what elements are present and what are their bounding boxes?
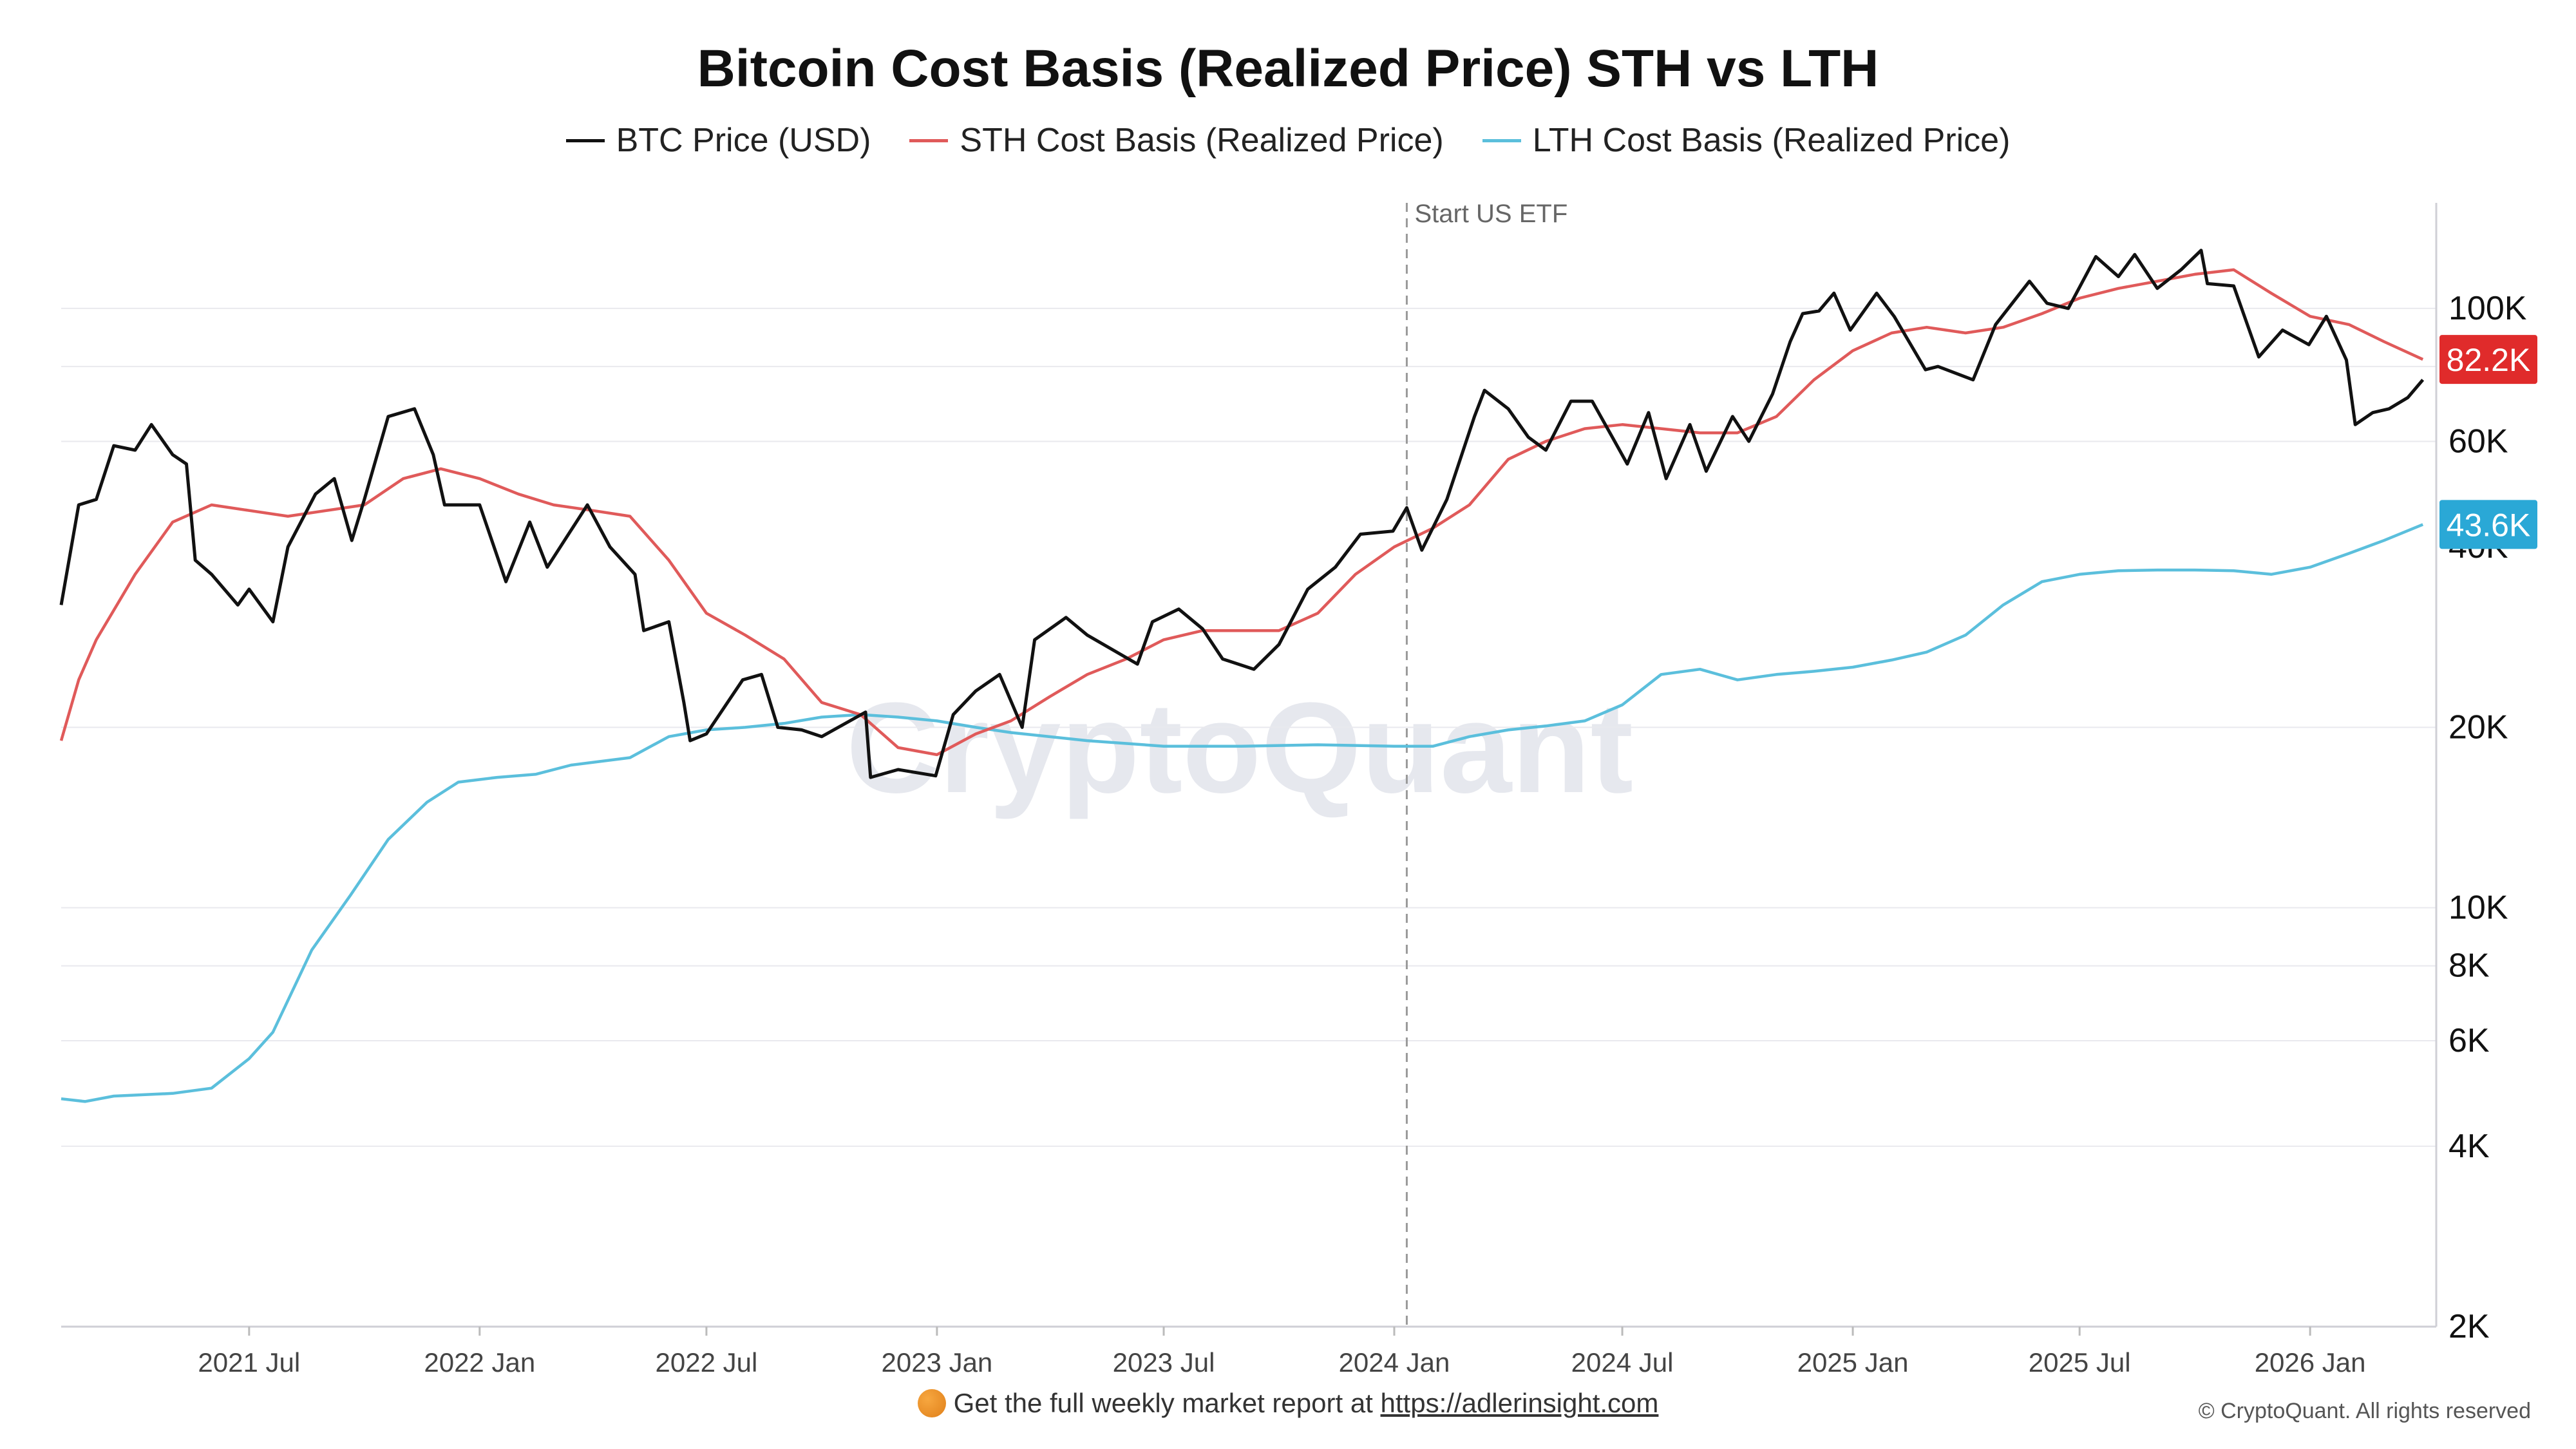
x-tick-label: 2022 Jul: [656, 1347, 758, 1378]
legend-label-btc-price: BTC Price (USD): [616, 122, 871, 159]
etf-annotation: Start US ETF: [1405, 200, 1567, 1327]
end-value-labels: 82.2K 43.6K: [2439, 335, 2537, 549]
y-tick-label: 20K: [2448, 708, 2508, 746]
footer-note-text: Get the full weekly market report at: [953, 1388, 1373, 1418]
legend-item-sth-cost-basis[interactable]: STH Cost Basis (Realized Price): [909, 121, 1444, 160]
etf-start-label: Start US ETF: [1414, 200, 1567, 228]
series-line-lth-cost-basis-realized-price: [61, 523, 2424, 1103]
axes: 2021 Jul 2022 Jan 2022 Jul 2023 Jan 2023 Jul…: [61, 203, 2527, 1378]
x-tick-label: 2025 Jul: [2029, 1347, 2131, 1378]
end-label-box-lth-cost-basis-realized-price: [2439, 500, 2537, 549]
gridlines: [61, 307, 2436, 1147]
footer-link[interactable]: https://adlerinsight.com: [1380, 1388, 1659, 1418]
series-line-sth-cost-basis-realized-price: [59, 268, 2424, 757]
copyright-notice: © CryptoQuant. All rights reserved: [2198, 1399, 2531, 1423]
y-tick-label: 100K: [2448, 290, 2527, 327]
watermark: CryptoQuant: [846, 676, 1633, 820]
y-tick-label: 8K: [2448, 947, 2490, 985]
x-tick-label: 2023 Jul: [1113, 1347, 1215, 1378]
x-tick-label: 2023 Jan: [881, 1347, 992, 1378]
bitcoin-coin-icon: [917, 1389, 946, 1417]
legend-swatch-lth-cost-basis: [1482, 138, 1521, 142]
legend: BTC Price (USD) STH Cost Basis (Realized…: [0, 121, 2576, 160]
legend-label-lth-cost-basis: LTH Cost Basis (Realized Price): [1532, 122, 2011, 159]
legend-swatch-sth-cost-basis: [909, 138, 949, 142]
series-line-btc-price-usd: [59, 249, 2425, 779]
end-label-sth-cost-basis-realized-price: 82.2K: [2447, 342, 2531, 378]
footer-note: Get the full weekly market report at htt…: [0, 1388, 2576, 1419]
y-tick-label: 4K: [2448, 1128, 2490, 1165]
end-label-lth-cost-basis-realized-price: 43.6K: [2447, 507, 2531, 543]
end-label-box-sth-cost-basis-realized-price: [2439, 335, 2537, 384]
y-tick-label: 10K: [2448, 889, 2508, 927]
x-tick-label: 2024 Jan: [1339, 1347, 1450, 1378]
x-tick-label: 2021 Jul: [198, 1347, 300, 1378]
y-tick-label: 2K: [2448, 1308, 2490, 1345]
legend-swatch-btc-price: [565, 138, 605, 142]
legend-item-btc-price[interactable]: BTC Price (USD): [565, 121, 871, 160]
x-tick-label: 2022 Jan: [424, 1347, 535, 1378]
y-tick-label: 60K: [2448, 422, 2508, 460]
legend-label-sth-cost-basis: STH Cost Basis (Realized Price): [960, 122, 1444, 159]
x-tick-label: 2024 Jul: [1571, 1347, 1674, 1378]
x-tick-label: 2026 Jan: [2255, 1347, 2366, 1378]
legend-item-lth-cost-basis[interactable]: LTH Cost Basis (Realized Price): [1482, 121, 2011, 160]
y-tick-label: 6K: [2448, 1022, 2490, 1059]
x-tick-label: 2025 Jan: [1797, 1347, 1909, 1378]
chart-title: Bitcoin Cost Basis (Realized Price) STH …: [697, 39, 1879, 98]
series-lines: [59, 249, 2425, 1103]
